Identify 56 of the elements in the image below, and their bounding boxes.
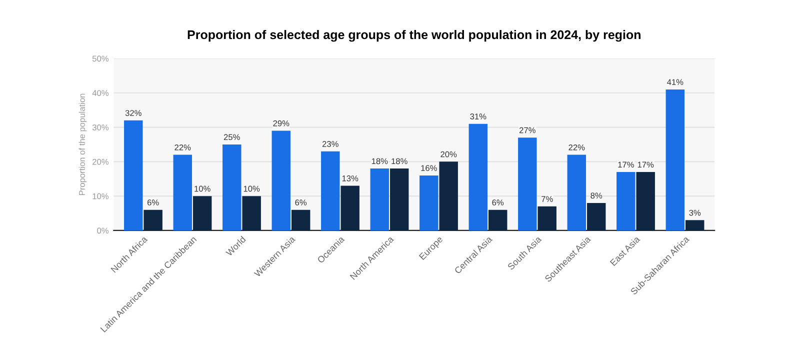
bar [636,172,655,230]
bar [488,210,508,230]
bar [420,175,438,230]
data-label: 10% [244,186,260,192]
data-label: 20% [440,151,457,158]
bar [321,151,340,230]
y-tick-label: 0% [97,228,109,234]
data-label: 6% [492,200,504,206]
y-tick-label: 50% [92,56,109,62]
data-label: 32% [125,110,142,116]
data-label: 31% [470,114,486,120]
bar [439,162,458,230]
data-label: 25% [224,134,240,140]
data-label: 18% [392,158,408,164]
data-label: 29% [273,120,290,126]
bar [468,124,488,230]
bar [666,89,685,230]
y-tick-label: 40% [92,90,109,96]
data-label: 16% [421,165,437,172]
data-label: 22% [568,144,585,150]
data-label: 27% [519,127,536,134]
bar [144,210,162,230]
data-label: 3% [689,210,701,216]
bar [242,196,261,230]
y-tick-label: 30% [92,124,109,130]
bar [222,144,242,230]
data-label: 8% [590,192,602,199]
data-label: 41% [667,79,684,85]
chart-title: Proportion of selected age groups of the world population in 2024, by region [188,30,640,42]
data-label: 17% [638,162,654,168]
bar [538,206,556,230]
bar [291,210,310,230]
bar [272,130,290,230]
data-label: 22% [174,144,191,150]
data-label: 10% [194,186,210,192]
data-label: 13% [342,175,358,182]
bar [340,186,360,230]
y-tick-label: 10% [92,193,109,200]
bar [686,220,704,230]
data-label: 17% [618,162,634,168]
data-label: 23% [322,141,338,147]
data-label: 6% [295,200,307,206]
data-label: 7% [542,196,553,202]
bar [586,202,606,230]
bar [192,196,212,230]
bar [616,172,636,230]
y-axis-title: Proportion of the population [78,94,87,195]
bar [390,168,409,230]
bar [370,168,389,230]
data-label: 6% [147,200,159,206]
y-tick-label: 20% [92,158,109,165]
bar [567,154,586,230]
data-label: 18% [372,158,388,164]
bar [173,154,192,230]
bar [518,138,537,230]
bar [124,120,143,230]
